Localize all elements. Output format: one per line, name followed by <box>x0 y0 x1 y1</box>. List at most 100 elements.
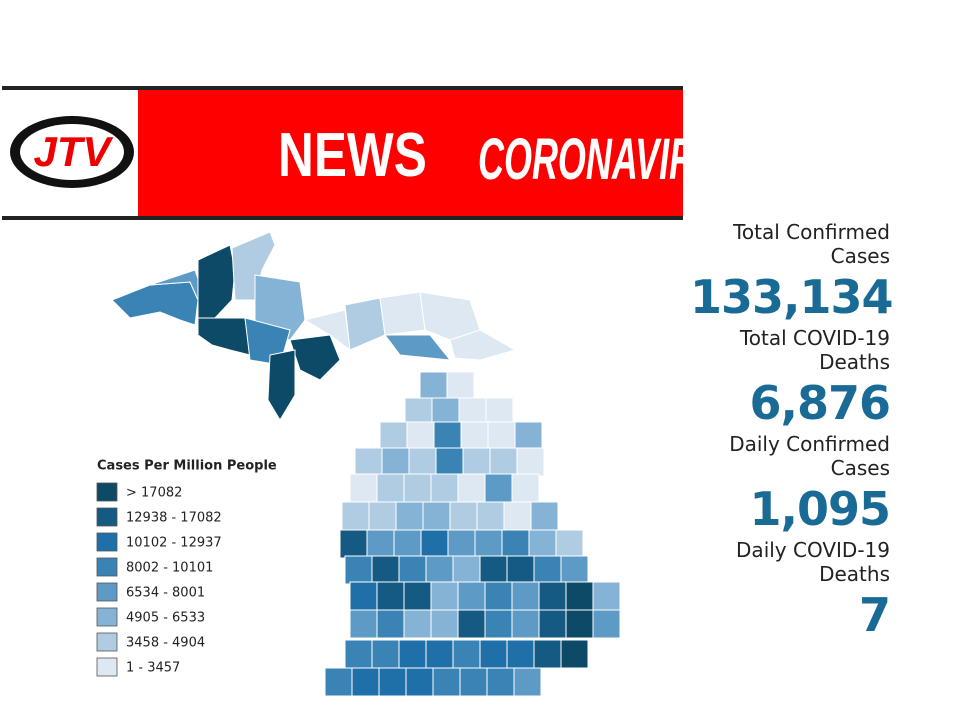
county <box>479 639 508 669</box>
county <box>592 609 621 639</box>
county <box>379 291 426 336</box>
county <box>474 529 503 559</box>
county <box>565 581 594 611</box>
county <box>457 581 486 611</box>
county <box>462 447 491 477</box>
county <box>447 529 476 559</box>
stat-value: 6,876 <box>749 376 891 430</box>
county <box>371 639 400 669</box>
county <box>479 555 508 585</box>
county <box>351 667 380 697</box>
county <box>366 529 395 559</box>
county <box>354 447 383 477</box>
stat-label: Total COVID-19 Deaths <box>739 326 890 374</box>
county <box>419 371 448 401</box>
county <box>511 609 540 639</box>
legend-label: 6534 - 8001 <box>126 586 205 601</box>
county <box>379 421 408 451</box>
county <box>513 667 542 697</box>
county <box>349 473 378 503</box>
legend-label: 12938 - 17082 <box>126 511 222 526</box>
logo-text: JTV <box>20 124 124 180</box>
county <box>384 334 452 361</box>
county <box>381 447 410 477</box>
county <box>425 555 454 585</box>
county <box>430 473 459 503</box>
county <box>404 397 433 427</box>
county <box>530 501 559 531</box>
county <box>430 609 459 639</box>
legend-swatch <box>96 607 118 627</box>
county <box>344 639 373 669</box>
county <box>435 447 464 477</box>
legend-label: 3458 - 4904 <box>126 636 205 651</box>
legend-swatch <box>96 582 118 602</box>
county <box>446 371 475 401</box>
county <box>457 473 486 503</box>
county <box>485 397 514 427</box>
news-text: NEWS <box>278 121 427 190</box>
county <box>406 421 435 451</box>
county <box>506 555 535 585</box>
county <box>368 501 397 531</box>
banner-red: NEWS CORONAVIRUS <box>138 90 745 216</box>
county <box>111 281 199 326</box>
county <box>197 317 251 356</box>
county <box>486 667 515 697</box>
legend-swatch <box>96 532 118 552</box>
stat-label: Daily Confirmed Cases <box>729 432 890 480</box>
county <box>489 447 518 477</box>
county <box>452 555 481 585</box>
county <box>592 581 621 611</box>
county <box>565 609 594 639</box>
county <box>560 555 589 585</box>
county <box>408 447 437 477</box>
county <box>511 473 540 503</box>
legend-swatch <box>96 507 118 527</box>
county <box>452 639 481 669</box>
county <box>484 473 513 503</box>
stats: Total Confirmed Cases 133,134 Total COVID-… <box>690 220 894 644</box>
county <box>449 329 517 361</box>
legend-label: > 17082 <box>126 486 182 501</box>
county <box>395 501 424 531</box>
county <box>528 529 557 559</box>
county <box>449 501 478 531</box>
stat-value: 7 <box>858 588 891 642</box>
legend-swatch <box>96 557 118 577</box>
county <box>371 555 400 585</box>
county <box>533 555 562 585</box>
county <box>393 529 422 559</box>
legend-swatch <box>96 482 118 502</box>
county <box>458 397 487 427</box>
county <box>484 609 513 639</box>
county <box>430 581 459 611</box>
county <box>405 667 434 697</box>
county <box>555 529 584 559</box>
county <box>403 473 432 503</box>
county <box>376 581 405 611</box>
legend-label: 4905 - 6533 <box>126 611 205 626</box>
county <box>197 244 236 319</box>
county <box>378 667 407 697</box>
county <box>511 581 540 611</box>
topic-text: CORONAVIRUS <box>478 127 746 192</box>
county <box>432 667 461 697</box>
stat-value: 1,095 <box>749 482 891 536</box>
banner: JTV NEWS CORONAVIRUS <box>2 86 745 220</box>
county <box>231 231 276 301</box>
county <box>422 501 451 531</box>
legend-label: 8002 - 10101 <box>126 561 213 576</box>
county <box>341 501 370 531</box>
stat-label: Total Confirmed Cases <box>733 220 890 268</box>
legend-swatch <box>96 632 118 652</box>
logo: JTV <box>10 116 134 188</box>
county <box>476 501 505 531</box>
county <box>324 667 353 697</box>
legend-label: 10102 - 12937 <box>126 536 222 551</box>
legend-label: 1 - 3457 <box>126 661 180 676</box>
county <box>267 349 296 421</box>
county <box>487 421 516 451</box>
county <box>398 639 427 669</box>
